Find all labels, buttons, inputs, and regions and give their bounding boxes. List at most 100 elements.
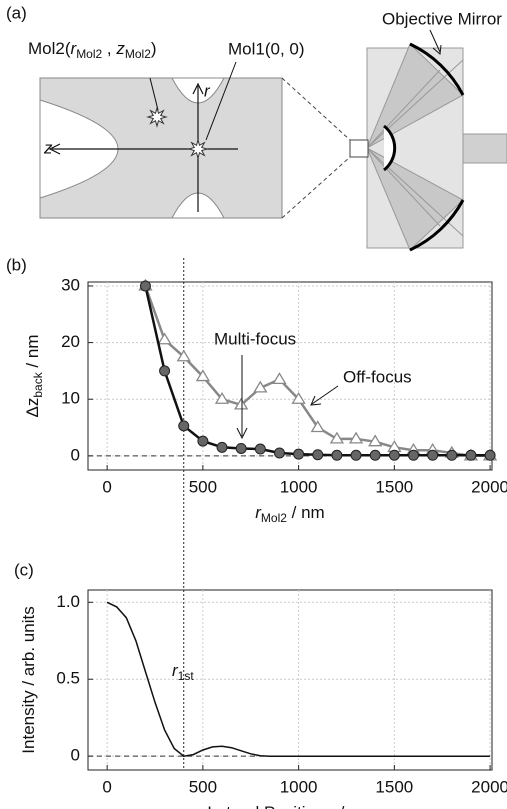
marker xyxy=(214,391,230,404)
marker xyxy=(176,349,191,362)
x-tick-label: 2000 xyxy=(471,477,507,496)
marker xyxy=(254,443,266,455)
y-tick-label: 0 xyxy=(71,445,80,464)
text: / nm xyxy=(23,334,42,372)
text: , xyxy=(102,39,116,58)
x-tick-label: 500 xyxy=(189,777,217,796)
marker xyxy=(348,431,364,444)
text: / nm xyxy=(287,503,325,522)
y-tick-label: 30 xyxy=(61,275,80,294)
marker xyxy=(195,369,211,382)
panel-label: (a) xyxy=(6,3,27,22)
text: Intensity / arb. units xyxy=(19,606,38,753)
plot-frame xyxy=(87,281,493,471)
arrow-head xyxy=(236,427,248,440)
text: 1st xyxy=(178,669,195,683)
x-tick-label: 0 xyxy=(102,477,111,496)
text: z xyxy=(115,39,125,58)
y-tick-label: 0 xyxy=(71,746,80,765)
y-tick-label: 10 xyxy=(61,389,80,408)
zoom-line xyxy=(281,77,351,141)
text: Mol2 xyxy=(261,511,287,525)
marker xyxy=(331,449,343,461)
marker xyxy=(369,449,381,461)
mol2-label: Mol2(rMol2 , zMol2) xyxy=(28,39,157,61)
marker xyxy=(312,449,324,461)
ray xyxy=(366,59,464,237)
schematic xyxy=(39,29,507,252)
text: Δz xyxy=(23,398,42,418)
marker xyxy=(272,372,287,385)
z-label: z xyxy=(43,138,53,157)
x-axis-label: Lateral Position r / nm xyxy=(207,803,372,809)
annotation-arrow xyxy=(311,385,339,405)
ray-fan xyxy=(365,43,464,251)
marker xyxy=(197,435,209,447)
marker xyxy=(310,420,325,433)
text: r xyxy=(329,803,336,809)
x-axis-label: rMol2 / nm xyxy=(255,503,324,525)
x-tick-label: 2000 xyxy=(471,777,507,796)
marker xyxy=(216,441,228,453)
marker xyxy=(368,434,383,447)
pointer xyxy=(149,77,159,111)
plot-frame xyxy=(87,589,493,771)
marker xyxy=(350,449,362,461)
marker xyxy=(235,442,247,454)
marker xyxy=(446,449,458,461)
pointer xyxy=(205,61,237,141)
text: / nm xyxy=(335,803,373,809)
y-axis-label: Δzback / nm xyxy=(23,334,45,417)
text: Mol2( xyxy=(28,39,71,58)
marker xyxy=(293,448,305,460)
marker xyxy=(157,332,172,345)
annotation: r1st xyxy=(172,661,194,683)
panel-label: (b) xyxy=(6,255,27,274)
y-axis-label: Intensity / arb. units xyxy=(19,606,38,753)
annotation: Multi-focus xyxy=(214,329,296,348)
marker xyxy=(407,449,419,461)
text: back xyxy=(31,371,45,397)
marker xyxy=(139,280,151,292)
molecule xyxy=(146,106,168,128)
marker xyxy=(159,365,171,377)
molecule xyxy=(187,138,209,160)
marker xyxy=(253,380,268,393)
arrow-head xyxy=(48,143,61,155)
y-tick-label: 0.5 xyxy=(56,669,80,688)
text: Mol2 xyxy=(76,47,102,61)
marker xyxy=(427,449,439,461)
panel-label: (c) xyxy=(14,560,34,579)
inner-mirror xyxy=(383,124,397,172)
text: Mol2 xyxy=(125,47,151,61)
mirror-label: Objective Mirror xyxy=(382,9,502,28)
arrow-head xyxy=(310,395,322,406)
zoom-box xyxy=(349,139,369,158)
marker xyxy=(484,449,496,461)
y-tick-label: 1.0 xyxy=(56,592,80,611)
data-line xyxy=(106,601,491,757)
x-tick-label: 500 xyxy=(189,477,217,496)
r-label: r xyxy=(204,81,211,100)
zoom-line xyxy=(281,156,351,219)
marker xyxy=(291,391,306,404)
annotation: Off-focus xyxy=(343,367,412,386)
marker xyxy=(465,449,477,461)
x-tick-label: 1000 xyxy=(280,777,318,796)
arrow-head xyxy=(192,82,204,95)
text: r xyxy=(255,503,262,522)
marker xyxy=(329,431,345,444)
pointer xyxy=(429,29,441,53)
x-tick-label: 1000 xyxy=(280,477,318,496)
text: r xyxy=(71,39,78,58)
marker xyxy=(178,420,190,432)
x-tick-label: 1500 xyxy=(375,777,413,796)
marker xyxy=(388,449,400,461)
arrow-head xyxy=(432,44,442,55)
mol1-label: Mol1(0, 0) xyxy=(228,39,305,58)
mirror-arc xyxy=(409,42,465,252)
marker xyxy=(273,447,285,459)
x-tick-label: 1500 xyxy=(375,477,413,496)
text: ) xyxy=(151,39,157,58)
